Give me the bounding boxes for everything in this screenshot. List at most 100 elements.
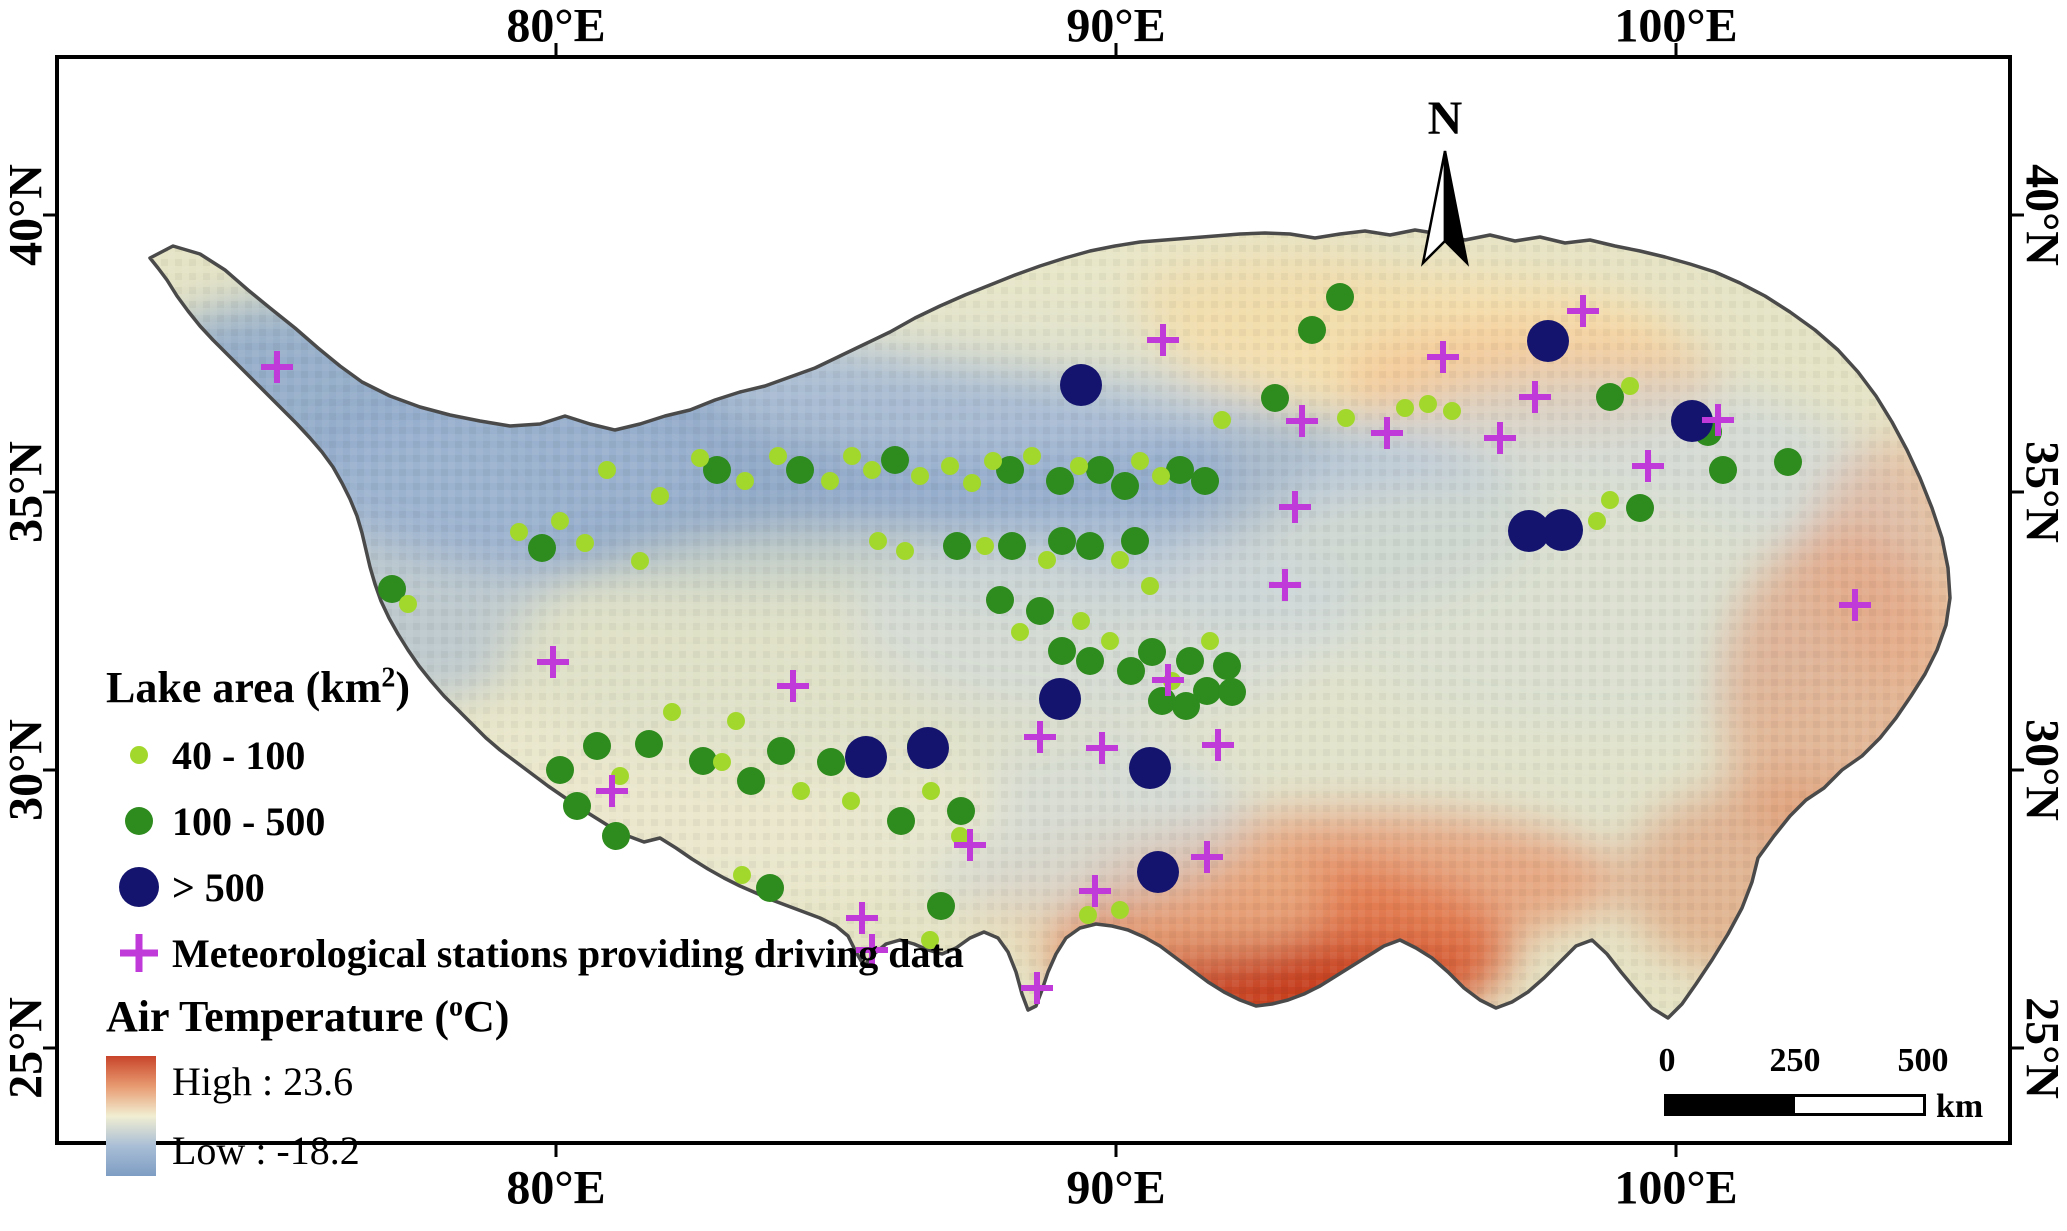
station-marker bbox=[596, 775, 628, 807]
lake-marker-medium bbox=[1148, 687, 1176, 715]
scale-tick-500: 500 bbox=[1897, 1042, 1949, 1079]
lake-marker-medium bbox=[1774, 448, 1802, 476]
station-marker bbox=[1286, 405, 1318, 437]
lake-marker-small bbox=[1141, 577, 1159, 595]
station-marker bbox=[1269, 569, 1301, 601]
lake-marker-medium bbox=[1076, 532, 1104, 560]
lake-marker-large bbox=[1129, 747, 1171, 789]
temp-high-label: High : 23.6 bbox=[172, 1059, 354, 1104]
lake-marker-small bbox=[1396, 399, 1414, 417]
lake-marker-small bbox=[1419, 395, 1437, 413]
lake-marker-small bbox=[1131, 452, 1149, 470]
lake-marker-medium bbox=[1298, 316, 1326, 344]
lake-marker-medium bbox=[1111, 472, 1139, 500]
lake-marker-medium bbox=[635, 730, 663, 758]
station-marker bbox=[1427, 341, 1459, 373]
lake-marker-large bbox=[1541, 509, 1583, 551]
north-arrow: N bbox=[1400, 95, 1490, 275]
temperature-ramp bbox=[106, 1056, 156, 1176]
lake-marker-small bbox=[1101, 632, 1119, 650]
axis-label-left-30n: 30°N bbox=[0, 719, 53, 821]
lake-marker-medium bbox=[1172, 692, 1200, 720]
scale-bar-segment-black bbox=[1667, 1097, 1795, 1113]
lake-marker-small bbox=[911, 467, 929, 485]
lake-marker-small bbox=[896, 542, 914, 560]
station-marker bbox=[1147, 324, 1179, 356]
lake-marker-small bbox=[1038, 551, 1056, 569]
lake-marker-small bbox=[1588, 512, 1606, 530]
lake-marker-medium bbox=[1048, 527, 1076, 555]
station-marker bbox=[1839, 589, 1871, 621]
axis-label-left-25n: 25°N bbox=[0, 997, 53, 1099]
lake-marker-medium bbox=[1218, 678, 1246, 706]
stations-label: Meteorological stations providing drivin… bbox=[172, 930, 964, 976]
north-arrow-label: N bbox=[1427, 92, 1463, 145]
lake-marker-small bbox=[1070, 457, 1088, 475]
lake-marker-medium bbox=[947, 797, 975, 825]
lake-marker-medium bbox=[996, 456, 1024, 484]
lake-large-label: > 500 bbox=[172, 864, 265, 910]
lake-marker-medium bbox=[817, 748, 845, 776]
axis-label-left-40n: 40°N bbox=[0, 164, 53, 266]
lake-marker-medium bbox=[1026, 597, 1054, 625]
lake-marker-small bbox=[821, 472, 839, 490]
lake-marker-small bbox=[792, 782, 810, 800]
station-marker bbox=[1279, 491, 1311, 523]
station-marker bbox=[1079, 875, 1111, 907]
lake-marker-small bbox=[1337, 409, 1355, 427]
station-marker bbox=[1202, 729, 1234, 761]
lake-marker-medium bbox=[1048, 637, 1076, 665]
lake-marker-large bbox=[845, 736, 887, 778]
lake-marker-medium bbox=[943, 532, 971, 560]
lake-marker-medium bbox=[887, 807, 915, 835]
lake-marker-small bbox=[1201, 632, 1219, 650]
lake-marker-medium bbox=[1076, 647, 1104, 675]
temp-low-label: Low : -18.2 bbox=[172, 1128, 360, 1173]
lake-medium-swatch bbox=[125, 807, 153, 835]
scale-tick-0: 0 bbox=[1658, 1042, 1676, 1079]
lake-marker-medium bbox=[378, 575, 406, 603]
axis-label-bottom-100e: 100°E bbox=[1614, 1161, 1738, 1215]
station-marker bbox=[261, 351, 293, 383]
lake-marker-medium bbox=[1138, 638, 1166, 666]
station-marker bbox=[1567, 295, 1599, 327]
lake-marker-small bbox=[769, 447, 787, 465]
lake-marker-medium bbox=[1326, 283, 1354, 311]
lake-marker-medium bbox=[1626, 494, 1654, 522]
axis-label-bottom-80e: 80°E bbox=[506, 1161, 606, 1215]
map-frame bbox=[55, 55, 2012, 1145]
lake-marker-medium bbox=[1176, 647, 1204, 675]
station-marker bbox=[1024, 721, 1056, 753]
lake-marker-small bbox=[1111, 901, 1129, 919]
lake-marker-small bbox=[1111, 551, 1129, 569]
lake-marker-small bbox=[399, 595, 417, 613]
station-marker bbox=[1021, 972, 1053, 1004]
lake-marker-small bbox=[941, 457, 959, 475]
station-marker bbox=[1152, 664, 1184, 696]
lake-marker-medium bbox=[786, 456, 814, 484]
lake-marker-small bbox=[733, 866, 751, 884]
axis-label-top-100e: 100°E bbox=[1614, 0, 1738, 53]
station-marker bbox=[1086, 732, 1118, 764]
lake-marker-small bbox=[843, 447, 861, 465]
lake-marker-small bbox=[863, 461, 881, 479]
lake-marker-medium bbox=[689, 747, 717, 775]
lake-marker-medium bbox=[1166, 456, 1194, 484]
lake-marker-small bbox=[691, 449, 709, 467]
lake-marker-small bbox=[598, 461, 616, 479]
lake-marker-medium bbox=[528, 534, 556, 562]
lake-marker-large bbox=[1508, 510, 1550, 552]
lake-marker-small bbox=[1152, 467, 1170, 485]
lake-marker-small bbox=[921, 931, 939, 949]
lake-marker-small bbox=[951, 827, 969, 845]
station-marker bbox=[537, 646, 569, 678]
temperature-legend: High : 23.6 Low : -18.2 bbox=[106, 1056, 1086, 1176]
lake-marker-small bbox=[1079, 906, 1097, 924]
lake-marker-small bbox=[1023, 447, 1041, 465]
lake-marker-medium bbox=[1709, 456, 1737, 484]
station-marker bbox=[856, 934, 888, 966]
lake-marker-medium bbox=[881, 446, 909, 474]
lake-marker-medium bbox=[1117, 657, 1145, 685]
lake-marker-medium bbox=[1086, 456, 1114, 484]
lake-small-label: 40 - 100 bbox=[172, 732, 306, 778]
